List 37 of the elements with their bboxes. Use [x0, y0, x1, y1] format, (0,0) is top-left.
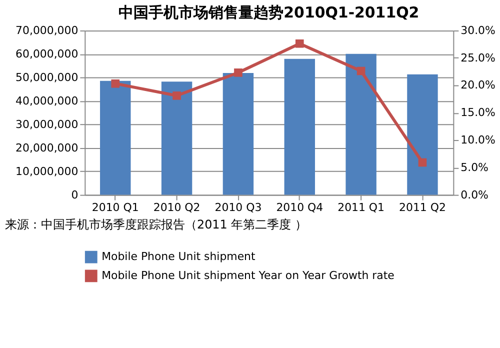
bar — [346, 54, 376, 195]
point — [295, 39, 304, 48]
y2-tick-label: 15.0% — [460, 106, 496, 120]
point — [172, 91, 181, 100]
y-tick-label: 70,000,000 — [16, 24, 78, 37]
x-tick-label: 2010 Q2 — [153, 201, 200, 214]
x-tick-label: 2010 Q1 — [92, 201, 139, 214]
y2-tick-label: 20.0% — [460, 78, 496, 92]
point — [418, 158, 427, 167]
x-tick-label: 2010 Q4 — [276, 201, 324, 214]
y2-tick-label: 30.0% — [460, 24, 496, 37]
legend-label: Mobile Phone Unit shipment — [102, 250, 256, 264]
y-tick-label: 40,000,000 — [16, 94, 78, 108]
y2-tick-label: 5.0% — [460, 160, 488, 174]
y2-tick-label: 25.0% — [460, 51, 496, 64]
point — [356, 66, 366, 76]
bar — [161, 82, 192, 195]
y-tick-label: 10,000,000 — [16, 164, 78, 178]
source-note: 来源：中国手机市场季度跟踪报告（2011 年第二季度 ） — [4, 218, 307, 232]
y-tick-label: 60,000,000 — [16, 47, 78, 60]
y2-tick-label: 0.0% — [460, 188, 488, 202]
y2-tick-label: 10.0% — [460, 134, 496, 147]
bar — [284, 58, 315, 195]
chart-title: 中国手机市场销售量趋势2010Q1-2011Q2 — [118, 4, 420, 22]
y-tick-label: 50,000,000 — [16, 70, 78, 84]
bar — [407, 74, 438, 195]
y-tick-label: 0 — [71, 188, 78, 202]
x-tick-label: 2010 Q3 — [214, 201, 262, 214]
legend-label: Mobile Phone Unit shipment Year on Year Growth rate — [102, 268, 395, 282]
bar — [100, 80, 131, 195]
y-tick-label: 20,000,000 — [16, 141, 78, 154]
point — [111, 79, 120, 88]
x-tick-label: 2011 Q2 — [399, 201, 446, 214]
point — [234, 68, 242, 77]
x-tick-label: 2011 Q1 — [338, 201, 384, 214]
bar — [222, 72, 254, 195]
y-tick-label: 30,000,000 — [16, 118, 78, 131]
